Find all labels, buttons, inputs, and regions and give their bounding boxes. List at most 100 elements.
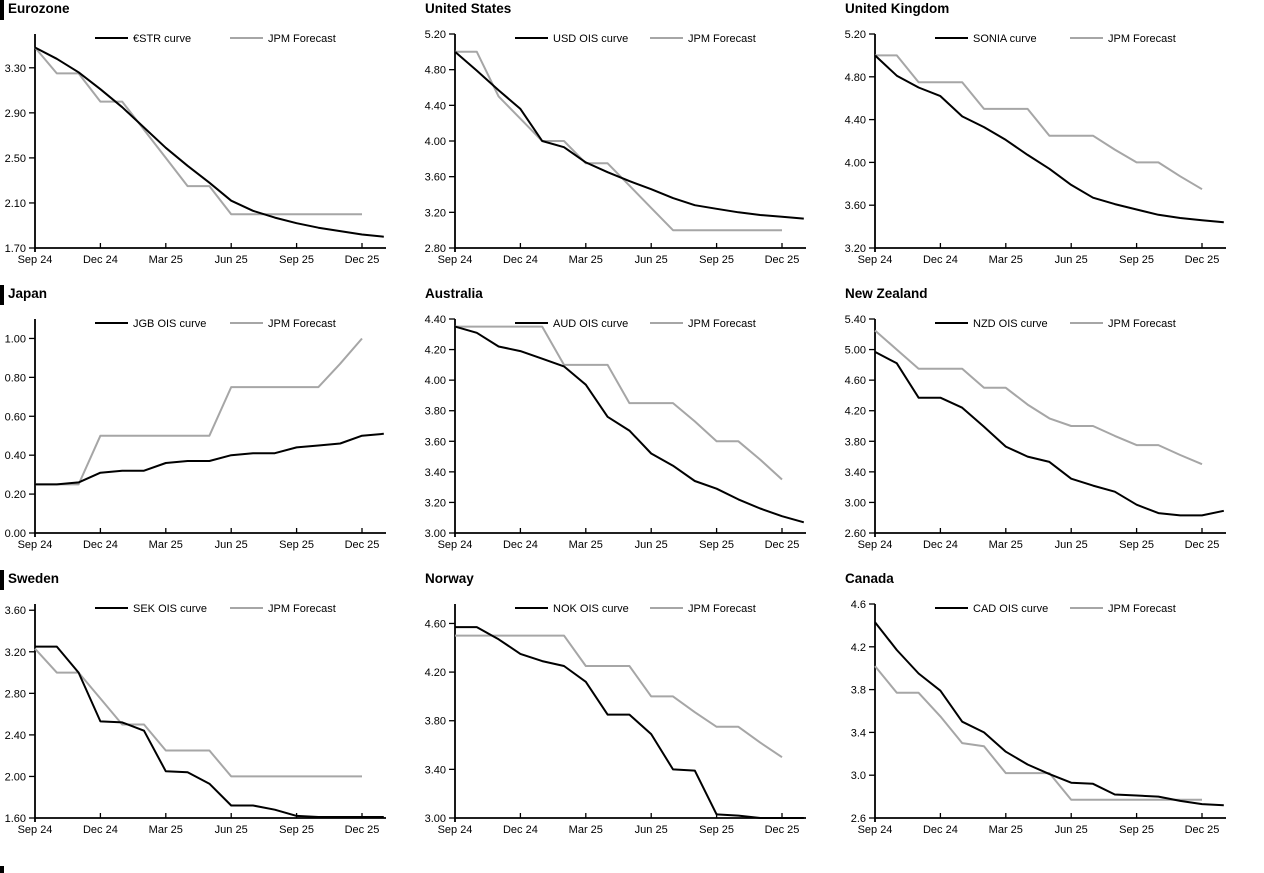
line-chart-united-kingdom: 3.20 3.60 4.00 4.40 4.80 5.20 Sep 24 Dec 24 Mar … bbox=[845, 29, 1226, 266]
series-forecast-line bbox=[874, 329, 1203, 466]
y-tick-label: 4.40 bbox=[845, 115, 866, 127]
y-tick-label: 0.00 bbox=[5, 528, 26, 540]
x-tick-label: Sep 25 bbox=[699, 539, 734, 551]
x-tick-label: Sep 24 bbox=[858, 254, 893, 266]
y-tick-label: 2.40 bbox=[5, 730, 26, 742]
y-tick-label: 4.40 bbox=[425, 100, 446, 112]
x-tick-label: Mar 25 bbox=[569, 254, 603, 266]
x-tick-label: Jun 25 bbox=[215, 539, 248, 551]
y-tick-label: 5.20 bbox=[425, 29, 446, 41]
x-tick-label: Dec 24 bbox=[923, 539, 958, 551]
x-tick-label: Jun 25 bbox=[1055, 824, 1088, 836]
legend-ois-label: JGB OIS curve bbox=[133, 318, 206, 330]
chart-cell-japan: Japan 0.00 0.20 0.40 0.60 0.80 1.00 Sep 24 Dec … bbox=[0, 285, 420, 570]
x-tick-label: Dec 25 bbox=[765, 254, 800, 266]
y-tick-label: 3.80 bbox=[425, 716, 446, 728]
legend: NOK OIS curve JPM Forecast bbox=[515, 603, 756, 615]
chart-title-row: United States bbox=[420, 0, 840, 20]
y-tick-label: 0.60 bbox=[5, 411, 26, 423]
x-tick-label: Sep 24 bbox=[438, 539, 473, 551]
y-tick-label: 3.60 bbox=[425, 436, 446, 448]
chart-title-row: Japan bbox=[0, 285, 420, 305]
series-ois-line bbox=[454, 51, 804, 220]
y-tick-label: 3.20 bbox=[845, 243, 866, 255]
x-tick-label: Sep 25 bbox=[279, 539, 314, 551]
chart-title-row: Australia bbox=[420, 285, 840, 305]
y-tick-label: 3.80 bbox=[845, 436, 866, 448]
title-accent-bar bbox=[0, 285, 4, 305]
series-forecast-line bbox=[875, 54, 1203, 191]
y-tick-label: 5.00 bbox=[845, 345, 866, 357]
chart-cell-australia: Australia 3.00 3.20 3.40 3.60 3.80 4.00 4.20 4.… bbox=[420, 285, 840, 570]
legend-ois-label: CAD OIS curve bbox=[973, 603, 1048, 615]
x-tick-label: Mar 25 bbox=[569, 539, 603, 551]
axes: 0.00 0.20 0.40 0.60 0.80 1.00 Sep 24 Dec 24 Mar … bbox=[5, 319, 386, 551]
y-tick-label: 2.80 bbox=[5, 688, 26, 700]
legend-ois-label: USD OIS curve bbox=[553, 33, 628, 45]
legend-forecast-label: JPM Forecast bbox=[268, 33, 336, 45]
line-chart-australia: 3.00 3.20 3.40 3.60 3.80 4.00 4.20 4.40 Sep 24 De… bbox=[425, 314, 806, 551]
x-tick-label: Sep 25 bbox=[1119, 539, 1154, 551]
x-tick-label: Dec 24 bbox=[83, 539, 118, 551]
series-ois-line bbox=[455, 626, 804, 819]
x-tick-label: Sep 25 bbox=[279, 254, 314, 266]
legend-forecast-label: JPM Forecast bbox=[1108, 318, 1176, 330]
y-tick-label: 3.60 bbox=[845, 200, 866, 212]
y-tick-label: 2.10 bbox=[5, 198, 26, 210]
legend-ois-label: SEK OIS curve bbox=[133, 603, 207, 615]
x-tick-label: Sep 24 bbox=[858, 824, 893, 836]
legend: USD OIS curve JPM Forecast bbox=[515, 33, 756, 45]
series-forecast-line bbox=[455, 634, 783, 759]
series-ois-line bbox=[34, 46, 384, 238]
legend-ois-label: €STR curve bbox=[133, 33, 191, 45]
x-tick-label: Dec 24 bbox=[503, 539, 538, 551]
y-tick-label: 3.40 bbox=[845, 467, 866, 479]
y-tick-label: 3.40 bbox=[425, 467, 446, 479]
y-tick-label: 3.40 bbox=[425, 764, 446, 776]
legend: AUD OIS curve JPM Forecast bbox=[515, 318, 756, 330]
x-tick-label: Sep 25 bbox=[1119, 824, 1154, 836]
legend-forecast-label: JPM Forecast bbox=[688, 33, 756, 45]
axes: 2.60 3.00 3.40 3.80 4.20 4.60 5.00 5.40 Sep 24 De… bbox=[845, 314, 1226, 551]
axes: 1.60 2.00 2.40 2.80 3.20 3.60 Sep 24 Dec 24 Mar … bbox=[5, 604, 386, 836]
legend-ois-label: NZD OIS curve bbox=[973, 318, 1048, 330]
series-forecast-line bbox=[874, 665, 1202, 801]
chart-title-row: United Kingdom bbox=[840, 0, 1264, 20]
y-tick-label: 3.00 bbox=[425, 528, 446, 540]
x-tick-label: Jun 25 bbox=[215, 254, 248, 266]
y-tick-label: 3.60 bbox=[425, 172, 446, 184]
y-tick-label: 3.00 bbox=[845, 497, 866, 509]
x-tick-label: Dec 25 bbox=[1185, 539, 1220, 551]
legend: NZD OIS curve JPM Forecast bbox=[935, 318, 1176, 330]
title-accent-bar bbox=[0, 0, 4, 20]
x-tick-label: Jun 25 bbox=[215, 824, 248, 836]
x-tick-label: Dec 25 bbox=[1185, 824, 1220, 836]
chart-cell-united-kingdom: United Kingdom 3.20 3.60 4.00 4.40 4.80 5.20 S… bbox=[840, 0, 1264, 285]
x-tick-label: Dec 24 bbox=[503, 254, 538, 266]
series-ois-line bbox=[874, 351, 1225, 517]
y-tick-label: 4.6 bbox=[851, 599, 866, 611]
legend-ois-label: NOK OIS curve bbox=[553, 603, 629, 615]
y-tick-label: 3.60 bbox=[5, 605, 26, 617]
y-tick-label: 3.20 bbox=[425, 497, 446, 509]
chart-title: Sweden bbox=[8, 571, 60, 586]
x-tick-label: Mar 25 bbox=[569, 824, 603, 836]
legend: SEK OIS curve JPM Forecast bbox=[95, 603, 336, 615]
chart-cell-eurozone: Eurozone 1.70 2.10 2.50 2.90 3.30 Sep 24 Dec 2… bbox=[0, 0, 420, 285]
x-tick-label: Sep 25 bbox=[699, 824, 734, 836]
chart-cell-norway: Norway 3.00 3.40 3.80 4.20 4.60 Sep 24 Dec 24 M… bbox=[420, 570, 840, 873]
y-tick-label: 3.0 bbox=[851, 770, 866, 782]
axes: 2.80 3.20 3.60 4.00 4.40 4.80 5.20 Sep 24 Dec 24… bbox=[425, 29, 806, 266]
chart-title: United Kingdom bbox=[845, 1, 950, 16]
y-tick-label: 4.00 bbox=[425, 136, 446, 148]
y-tick-label: 0.80 bbox=[5, 372, 26, 384]
x-tick-label: Sep 24 bbox=[18, 824, 53, 836]
legend: €STR curve JPM Forecast bbox=[95, 33, 336, 45]
x-tick-label: Jun 25 bbox=[635, 254, 668, 266]
axes: 3.20 3.60 4.00 4.40 4.80 5.20 Sep 24 Dec 24 Mar … bbox=[845, 29, 1226, 266]
x-tick-label: Mar 25 bbox=[989, 254, 1023, 266]
legend-forecast-label: JPM Forecast bbox=[1108, 33, 1176, 45]
x-tick-label: Dec 25 bbox=[345, 539, 380, 551]
axes: 3.00 3.20 3.40 3.60 3.80 4.00 4.20 4.40 Sep 24 De… bbox=[425, 314, 806, 551]
